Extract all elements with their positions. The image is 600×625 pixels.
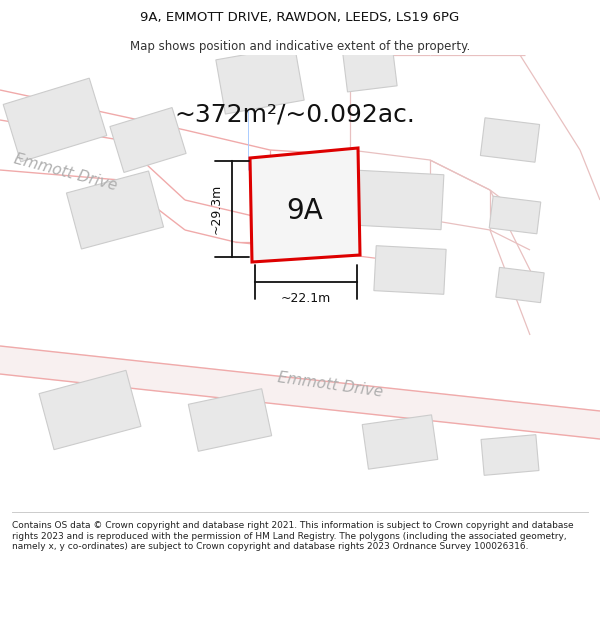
Polygon shape [362, 415, 438, 469]
Polygon shape [374, 246, 446, 294]
Text: Emmott Drive: Emmott Drive [277, 370, 383, 400]
Polygon shape [250, 148, 360, 262]
Polygon shape [481, 434, 539, 476]
Polygon shape [67, 171, 164, 249]
Text: Map shows position and indicative extent of the property.: Map shows position and indicative extent… [130, 39, 470, 52]
Polygon shape [356, 171, 444, 229]
Text: ~372m²/~0.092ac.: ~372m²/~0.092ac. [175, 103, 415, 127]
Polygon shape [39, 371, 141, 449]
Polygon shape [343, 48, 397, 92]
Polygon shape [481, 118, 539, 162]
Text: Contains OS data © Crown copyright and database right 2021. This information is : Contains OS data © Crown copyright and d… [12, 521, 574, 551]
Text: Emmott Drive: Emmott Drive [12, 151, 118, 193]
Polygon shape [489, 196, 541, 234]
Text: ~22.1m: ~22.1m [281, 292, 331, 306]
Polygon shape [216, 46, 304, 114]
Polygon shape [496, 268, 544, 302]
Polygon shape [188, 389, 272, 451]
Text: 9A: 9A [287, 197, 323, 225]
Text: ~29.3m: ~29.3m [209, 184, 223, 234]
Text: 9A, EMMOTT DRIVE, RAWDON, LEEDS, LS19 6PG: 9A, EMMOTT DRIVE, RAWDON, LEEDS, LS19 6P… [140, 11, 460, 24]
Polygon shape [110, 107, 186, 172]
Polygon shape [3, 78, 107, 162]
